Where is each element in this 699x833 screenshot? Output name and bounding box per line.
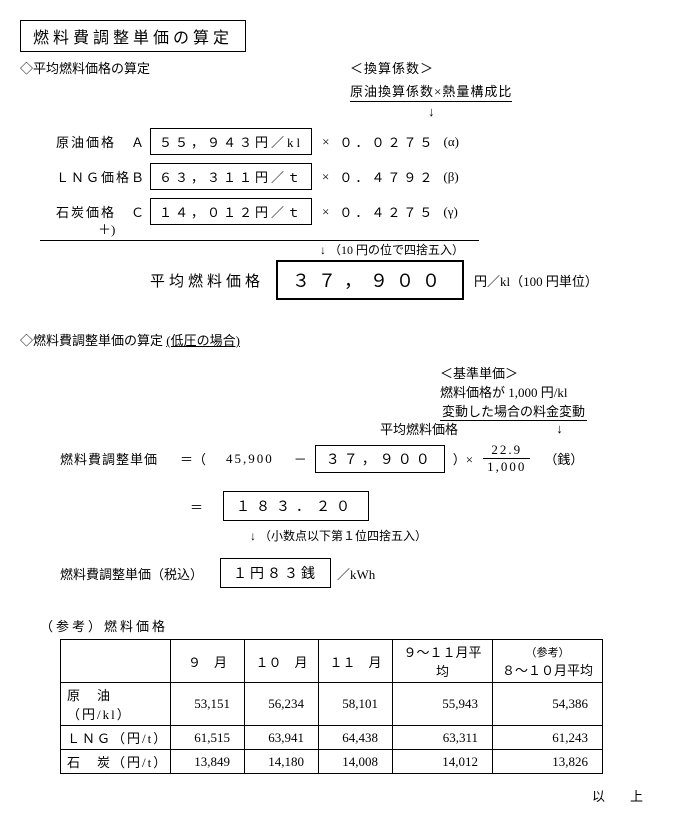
ref-cell: 63,941 — [245, 726, 319, 750]
equals: ＝（ — [180, 449, 206, 468]
ref-cell: 13,849 — [171, 750, 245, 774]
mid-label: 平均燃料価格 — [380, 419, 679, 438]
minus: － — [294, 449, 307, 468]
price-label: ＬＮＧ価格Ｂ — [20, 167, 150, 186]
price-greek: (γ) — [443, 204, 457, 220]
final-value: １円８３銭 — [220, 558, 331, 588]
price-greek: (β) — [443, 169, 458, 185]
ref-table: ９ 月１０ 月１１ 月９～１１月平均（参考）８～１０月平均 原 油（円/kl）5… — [60, 639, 603, 774]
arrow-down-icon: ↓ — [350, 104, 512, 120]
final-unit: ／kWh — [337, 564, 375, 583]
ref-cell: 61,515 — [171, 726, 245, 750]
table-row: 原 油（円/kl）53,15156,23458,10155,94354,386 — [61, 683, 603, 726]
mult: × — [322, 134, 329, 150]
ref-row-header: 石 炭（円/t） — [61, 750, 171, 774]
ref-cell: 14,180 — [245, 750, 319, 774]
base-label: ＜基準単価＞ — [440, 363, 679, 382]
ref-col-header: ９～１１月平均 — [393, 640, 493, 683]
base-line2: 変動した場合の料金変動 — [440, 401, 587, 421]
avg-fuel-unit: 円／kl（100 円単位） — [474, 271, 598, 290]
ref-col-header: １１ 月 — [319, 640, 393, 683]
price-coef: ０．４７９２ — [339, 167, 435, 186]
ref-col-header: １０ 月 — [245, 640, 319, 683]
ref-cell: 64,438 — [319, 726, 393, 750]
price-coef: ０．４２７５ — [339, 202, 435, 221]
table-row: 石 炭（円/t）13,84914,18014,00814,01213,826 — [61, 750, 603, 774]
ref-cell: 56,234 — [245, 683, 319, 726]
ref-cell: 53,151 — [171, 683, 245, 726]
price-value: ５５，９４３円／kl — [150, 128, 312, 155]
footer: 以 上 — [20, 786, 649, 805]
ref-row-header: ＬＮＧ（円/t） — [61, 726, 171, 750]
section2-heading: ◇燃料費調整単価の算定 — [20, 333, 163, 348]
ref-cell: 14,008 — [319, 750, 393, 774]
price-coef: ０．０２７５ — [339, 132, 435, 151]
ref-cell: 14,012 — [393, 750, 493, 774]
rounding-note-1: ↓ （10 円の位で四捨五入） — [320, 241, 679, 258]
frac-top: 22.9 — [483, 442, 530, 459]
ref-col-header — [61, 640, 171, 683]
mult: × — [322, 169, 329, 185]
price-value: １４，０１２円／ｔ — [150, 198, 312, 225]
equals2: ＝ — [190, 497, 203, 516]
price-label: 石炭価格 Ｃ — [20, 202, 150, 221]
ref-heading: （参考）燃料価格 — [40, 616, 679, 635]
section1-heading: ◇平均燃料価格の算定 — [20, 58, 150, 120]
page-title: 燃料費調整単価の算定 — [20, 20, 246, 52]
table-row: ＬＮＧ（円/t）61,51563,94164,43863,31161,243 — [61, 726, 603, 750]
price-greek: (α) — [443, 134, 458, 150]
ref-cell: 13,826 — [493, 750, 603, 774]
ref-cell: 55,943 — [393, 683, 493, 726]
const1: 45,900 — [226, 451, 274, 467]
avg-box: ３７，９００ — [315, 445, 445, 473]
section2-heading-note: (低圧の場合) — [166, 333, 240, 348]
ref-col-header: （参考）８～１０月平均 — [493, 640, 603, 683]
conv-desc: 原油換算係数×熱量構成比 — [350, 81, 512, 102]
ref-cell: 54,386 — [493, 683, 603, 726]
fraction: 22.9 1,000 — [479, 442, 534, 475]
conv-label: ＜換算係数＞ — [350, 58, 512, 77]
frac-bot: 1,000 — [479, 459, 534, 475]
mult: × — [322, 204, 329, 220]
avg-fuel-value: ３７，９００ — [276, 260, 464, 300]
final-label: 燃料費調整単価（税込） — [60, 564, 220, 583]
ref-row-header: 原 油（円/kl） — [61, 683, 171, 726]
rounding-note-2: ↓ （小数点以下第１位四捨五入） — [250, 527, 679, 544]
sen-unit: （銭） — [544, 449, 583, 468]
base-line1: 燃料価格が 1,000 円/kl — [440, 382, 679, 401]
avg-fuel-label: 平均燃料価格 — [150, 270, 264, 291]
price-value: ６３，３１１円／ｔ — [150, 163, 312, 190]
price-label: 原油価格 Ａ — [20, 132, 150, 151]
calc-label: 燃料費調整単価 — [60, 449, 180, 468]
paren-close: ）× — [453, 449, 473, 468]
ref-col-header: ９ 月 — [171, 640, 245, 683]
calc-result: １８３．２０ — [223, 491, 369, 521]
ref-cell: 58,101 — [319, 683, 393, 726]
ref-cell: 63,311 — [393, 726, 493, 750]
ref-cell: 61,243 — [493, 726, 603, 750]
